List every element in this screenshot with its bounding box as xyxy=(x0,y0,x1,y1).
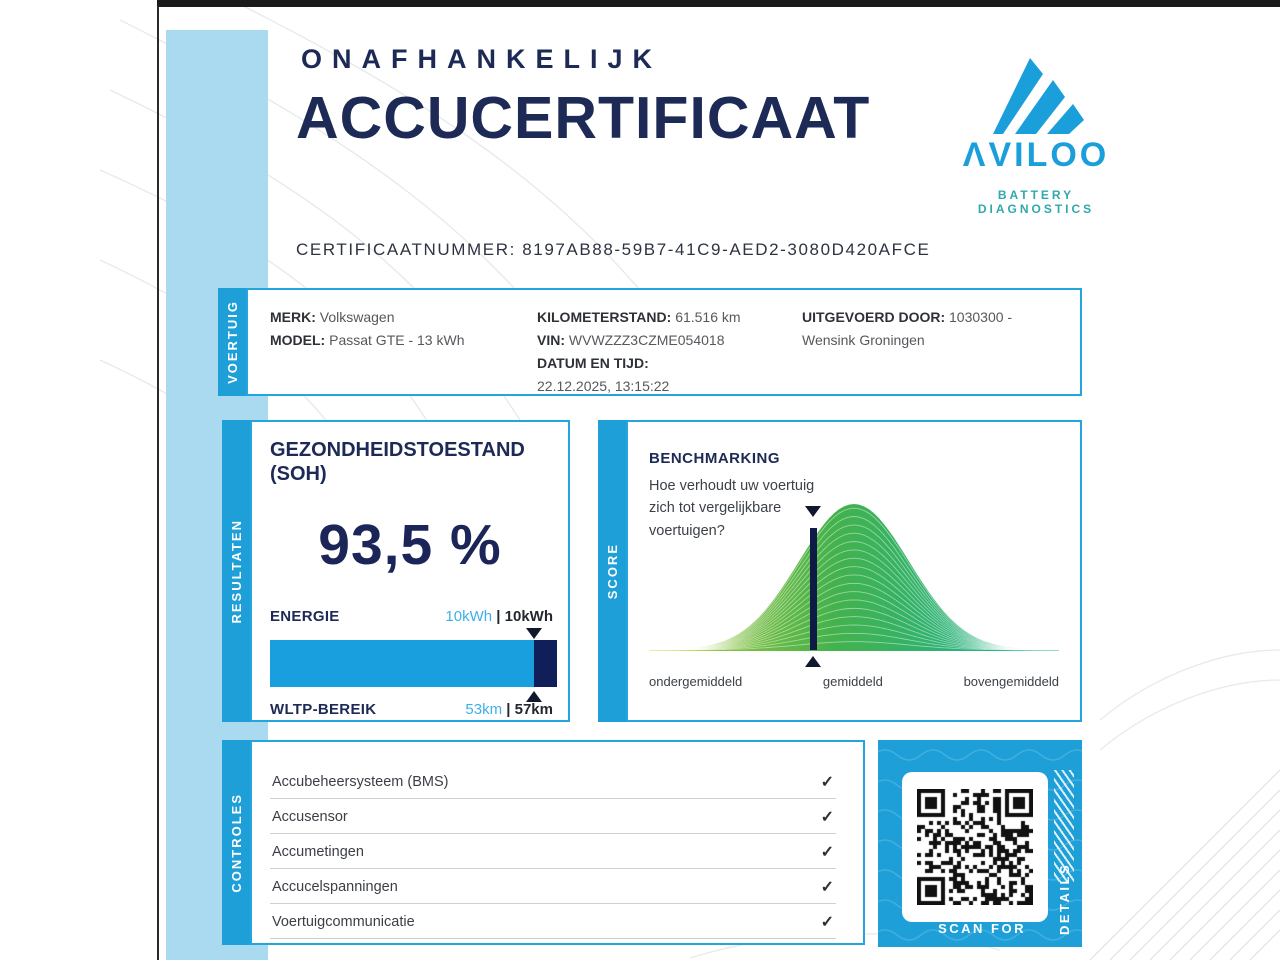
kilometerstand-label: KILOMETERSTAND: xyxy=(537,309,672,325)
bar-marker-up-icon xyxy=(526,691,543,702)
score-marker-down-icon xyxy=(805,506,821,517)
wltp-separator: | xyxy=(502,701,515,718)
benchmark-axis-labels: ondergemiddeld gemiddeld bovengemiddeld xyxy=(649,674,1059,689)
score-marker-up-icon xyxy=(805,656,821,667)
energie-current: 10kWh xyxy=(445,608,493,625)
benchmark-curve xyxy=(649,504,1059,651)
vin-label: VIN: xyxy=(537,332,565,348)
controles-list: Accubeheersysteem (BMS) ✓ Accusensor ✓ A… xyxy=(270,764,836,939)
energie-original: 10kWh xyxy=(504,608,553,625)
qr-scan-label: SCAN FOR xyxy=(938,921,1026,936)
bar-marker-down-icon xyxy=(526,628,543,639)
qr-hatch-decoration xyxy=(1054,770,1074,882)
check-item-label: Accusensor xyxy=(272,809,348,825)
check-icon: ✓ xyxy=(820,774,834,791)
energie-label: ENERGIE xyxy=(270,608,340,625)
soh-value: 93,5 % xyxy=(318,513,502,577)
tab-voertuig-label: VOERTUIG xyxy=(224,300,240,384)
benchmark-question: Hoe verhoudt uw voertuig zich tot vergel… xyxy=(649,478,815,539)
model-value: Passat GTE - 13 kWh xyxy=(329,332,465,348)
tab-score: SCORE xyxy=(598,420,626,722)
tab-resultaten: RESULTATEN xyxy=(222,420,250,722)
check-icon: ✓ xyxy=(820,809,834,826)
soh-heading: GEZONDHEIDSTOESTAND (SOH) xyxy=(270,439,525,485)
tab-controles: CONTROLES xyxy=(222,740,250,945)
voertuig-box: MERK: Volkswagen MODEL: Passat GTE - 13 … xyxy=(246,288,1082,396)
aviloo-tagline: BATTERY DIAGNOSTICS xyxy=(977,187,1095,216)
score-marker-bar xyxy=(810,528,817,650)
energy-bar-fill xyxy=(270,640,535,687)
benchmark-text: BENCHMARKING Hoe verhoudt uw voertuig zi… xyxy=(649,450,829,542)
resultaten-box: GEZONDHEIDSTOESTAND (SOH) 93,5 % ENERGIE… xyxy=(250,420,570,722)
benchmark-title: BENCHMARKING xyxy=(649,450,780,467)
check-item-label: Accumetingen xyxy=(272,844,364,860)
axis-label-bovengemiddeld: bovengemiddeld xyxy=(963,674,1059,689)
aviloo-logo-icon xyxy=(993,58,1084,134)
wltp-current: 53km xyxy=(465,701,503,718)
wltp-original: 57km xyxy=(514,701,553,718)
wltp-values: 53km | 57km xyxy=(465,701,553,718)
merk-value: Volkswagen xyxy=(319,309,395,325)
list-item: Accucelspanningen ✓ xyxy=(270,869,836,904)
tab-resultaten-label: RESULTATEN xyxy=(228,518,244,624)
energy-bar xyxy=(270,640,557,687)
list-item: Voertuigcommunicatie ✓ xyxy=(270,904,836,939)
controles-box: Accubeheersysteem (BMS) ✓ Accusensor ✓ A… xyxy=(250,740,865,945)
check-icon: ✓ xyxy=(820,914,834,931)
vin-value: WVWZZZ3CZME054018 xyxy=(568,332,725,348)
energy-bar-remainder xyxy=(534,640,557,687)
check-item-label: Accubeheersysteem (BMS) xyxy=(272,774,449,790)
window-top-bar xyxy=(157,0,1280,7)
uitgevoerd-door-label: UITGEVOERD DOOR: xyxy=(802,309,946,325)
list-item: Accubeheersysteem (BMS) ✓ xyxy=(270,764,836,799)
datum-value: 22.12.2025, 13:15:22 xyxy=(537,378,670,394)
score-box: BENCHMARKING Hoe verhoudt uw voertuig zi… xyxy=(626,420,1082,722)
aviloo-logo: ΛVILOO BATTERY DIAGNOSTICS xyxy=(948,52,1124,216)
aviloo-wordmark: ΛVILOO xyxy=(962,136,1110,174)
check-item-label: Voertuigcommunicatie xyxy=(272,914,415,930)
energie-row: ENERGIE 10kWh | 10kWh xyxy=(270,608,553,625)
uitgevoerd-door-value: 1030300 - Wensink Groningen xyxy=(802,309,1013,348)
datum-label: DATUM EN TIJD: xyxy=(537,355,649,371)
qr-code xyxy=(917,789,1033,905)
energie-values: 10kWh | 10kWh xyxy=(445,608,553,625)
certificate-number: CERTIFICAATNUMMER: 8197AB88-59B7-41C9-AE… xyxy=(296,240,931,259)
axis-label-ondergemiddeld: ondergemiddeld xyxy=(649,674,743,689)
voertuig-col-3: UITGEVOERD DOOR: 1030300 - Wensink Groni… xyxy=(802,306,1064,352)
voertuig-col-2: KILOMETERSTAND: 61.516 km VIN: WVWZZZ3CZ… xyxy=(537,306,787,398)
tab-controles-label: CONTROLES xyxy=(228,792,244,893)
check-icon: ✓ xyxy=(820,844,834,861)
list-item: Accumetingen ✓ xyxy=(270,834,836,869)
page-title: ACCUCERTIFICAAT xyxy=(296,85,871,151)
wltp-label: WLTP-BEREIK xyxy=(270,701,377,718)
wltp-row: WLTP-BEREIK 53km | 57km xyxy=(270,701,553,718)
energie-separator: | xyxy=(492,608,505,625)
kilometerstand-value: 61.516 km xyxy=(675,309,741,325)
merk-label: MERK: xyxy=(270,309,316,325)
tab-score-label: SCORE xyxy=(604,542,620,600)
model-label: MODEL: xyxy=(270,332,326,348)
qr-details-label: DETAILS xyxy=(1057,862,1072,935)
axis-label-gemiddeld: gemiddeld xyxy=(822,674,883,689)
check-icon: ✓ xyxy=(820,879,834,896)
title-line-1: ONAFHANKELIJK xyxy=(301,44,663,74)
check-item-label: Accucelspanningen xyxy=(272,879,398,895)
page-left-edge xyxy=(157,6,159,960)
voertuig-col-1: MERK: Volkswagen MODEL: Passat GTE - 13 … xyxy=(270,306,464,352)
qr-card xyxy=(902,772,1048,922)
tab-voertuig: VOERTUIG xyxy=(218,288,246,396)
qr-panel: SCAN FOR DETAILS xyxy=(878,740,1082,947)
list-item: Accusensor ✓ xyxy=(270,799,836,834)
